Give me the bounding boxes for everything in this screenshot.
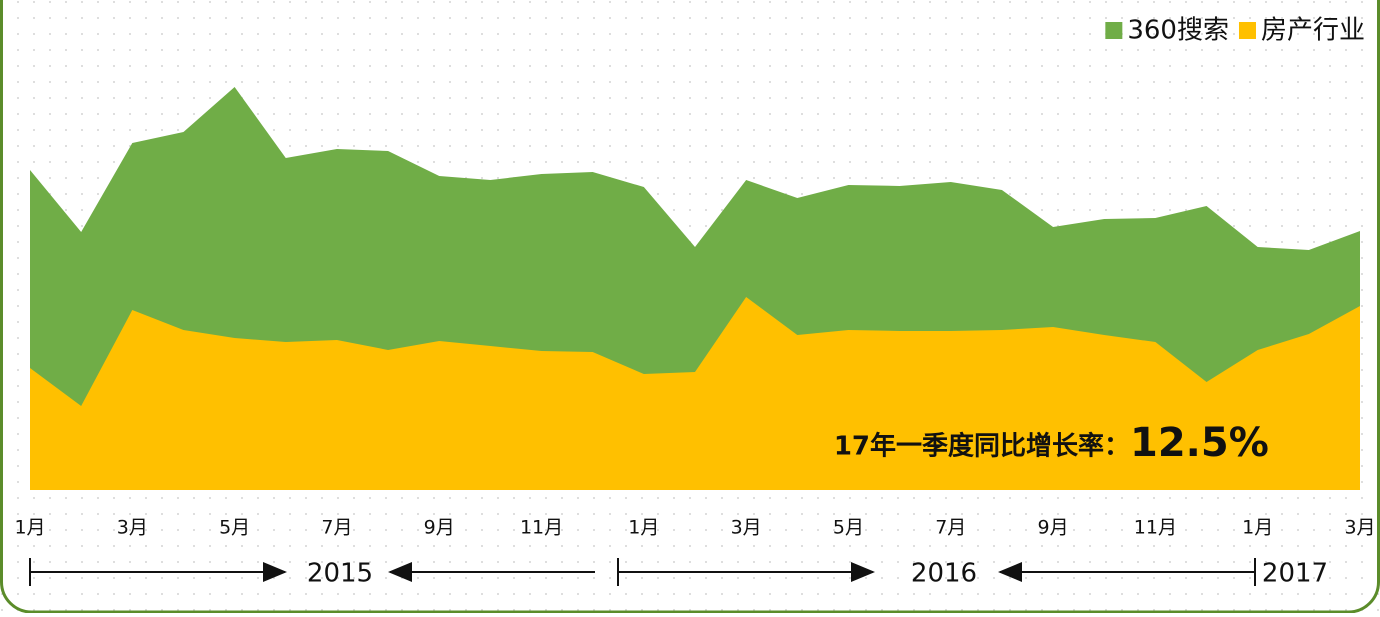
year-label: 2015 <box>307 559 373 589</box>
x-tick-label: 7月 <box>321 517 352 539</box>
x-tick-label: 1月 <box>628 517 659 539</box>
year-label: 2017 <box>1262 559 1328 589</box>
area <box>30 297 1360 490</box>
x-tick-label: 3月 <box>731 517 762 539</box>
year-label: 2016 <box>911 559 977 589</box>
x-tick-label: 3月 <box>117 517 148 539</box>
x-tick-label: 5月 <box>219 517 250 539</box>
x-tick-label: 1月 <box>14 517 45 539</box>
annotation-value: 12.5% <box>1130 420 1269 466</box>
legend-swatch <box>1105 22 1123 39</box>
x-tick-label: 3月 <box>1344 517 1375 539</box>
x-tick-label: 1月 <box>1242 517 1273 539</box>
x-tick-label: 11月 <box>1134 517 1177 539</box>
x-tick-label: 9月 <box>1038 517 1069 539</box>
x-tick-label: 9月 <box>424 517 455 539</box>
x-tick-label: 11月 <box>520 517 563 539</box>
legend-label: 房产行业 <box>1261 16 1365 46</box>
legend-label: 360搜索 <box>1127 16 1229 46</box>
x-tick-label: 7月 <box>935 517 966 539</box>
annotation-text: 17年一季度同比增长率： <box>834 431 1130 462</box>
legend-swatch <box>1238 22 1256 39</box>
x-tick-label: 5月 <box>833 517 864 539</box>
